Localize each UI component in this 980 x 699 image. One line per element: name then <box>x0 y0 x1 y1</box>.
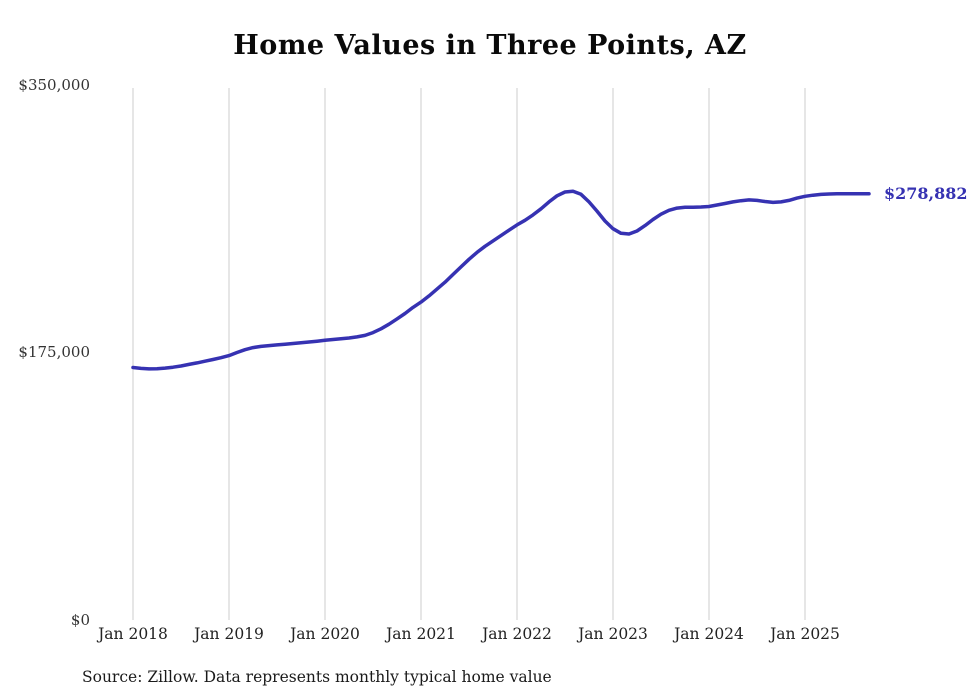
x-axis-tick-label: Jan 2024 <box>674 625 744 643</box>
x-axis-tick-label: Jan 2021 <box>386 625 456 643</box>
y-axis-tick-label: $0 <box>70 611 90 629</box>
x-axis-tick-label: Jan 2018 <box>98 625 168 643</box>
x-axis-tick-label: Jan 2025 <box>770 625 840 643</box>
x-axis-tick-label: Jan 2019 <box>194 625 264 643</box>
x-axis-tick-label: Jan 2022 <box>482 625 552 643</box>
chart-title: Home Values in Three Points, AZ <box>233 30 747 61</box>
x-axis-tick-label: Jan 2023 <box>578 625 648 643</box>
y-axis-tick-label: $350,000 <box>18 76 90 94</box>
source-note: Source: Zillow. Data represents monthly … <box>82 668 552 686</box>
home-value-line <box>131 189 871 371</box>
y-axis-tick-label: $175,000 <box>18 343 90 361</box>
current-value-label: $278,882 <box>884 184 968 203</box>
x-axis-tick-label: Jan 2020 <box>290 625 360 643</box>
